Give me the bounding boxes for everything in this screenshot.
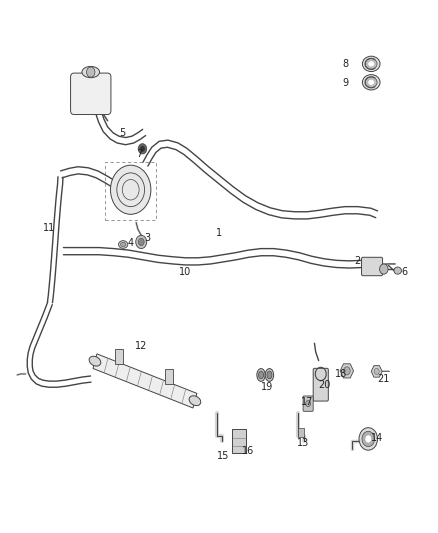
Ellipse shape [365, 59, 377, 69]
Text: 5: 5 [119, 128, 125, 139]
Circle shape [136, 235, 147, 248]
Circle shape [306, 401, 311, 407]
Ellipse shape [82, 67, 99, 78]
Circle shape [343, 367, 350, 375]
Ellipse shape [368, 61, 374, 67]
Text: 11: 11 [42, 223, 55, 233]
FancyBboxPatch shape [115, 349, 123, 364]
Ellipse shape [267, 371, 272, 379]
Text: 7: 7 [136, 149, 142, 159]
Text: 17: 17 [301, 397, 314, 407]
Text: 20: 20 [318, 380, 330, 390]
Bar [298, 428, 304, 438]
Text: 16: 16 [241, 446, 254, 456]
Text: 14: 14 [371, 433, 383, 443]
Circle shape [374, 368, 379, 375]
Ellipse shape [368, 79, 374, 85]
Ellipse shape [189, 396, 201, 406]
Text: 15: 15 [217, 451, 230, 461]
Ellipse shape [258, 371, 264, 379]
FancyBboxPatch shape [165, 368, 173, 384]
Text: 19: 19 [261, 382, 273, 392]
Text: 12: 12 [135, 341, 148, 351]
FancyBboxPatch shape [313, 368, 328, 401]
Ellipse shape [362, 75, 380, 90]
FancyBboxPatch shape [71, 73, 111, 115]
Circle shape [138, 144, 147, 154]
Text: 3: 3 [145, 233, 151, 244]
Text: 1: 1 [216, 228, 222, 238]
Ellipse shape [265, 369, 274, 382]
Circle shape [359, 427, 378, 450]
Circle shape [362, 431, 374, 447]
Ellipse shape [119, 241, 128, 248]
FancyBboxPatch shape [361, 257, 382, 276]
Polygon shape [93, 354, 197, 408]
Text: 9: 9 [342, 78, 348, 88]
Ellipse shape [120, 243, 126, 247]
Ellipse shape [257, 369, 265, 382]
Text: 10: 10 [179, 266, 191, 277]
Circle shape [365, 435, 371, 443]
Circle shape [380, 264, 388, 274]
FancyBboxPatch shape [303, 396, 313, 411]
Circle shape [138, 238, 144, 246]
Text: 4: 4 [127, 238, 134, 248]
FancyBboxPatch shape [233, 429, 246, 453]
Text: 6: 6 [401, 266, 407, 277]
Circle shape [110, 165, 151, 214]
Ellipse shape [362, 56, 380, 71]
Text: 8: 8 [342, 59, 348, 69]
Ellipse shape [89, 356, 101, 366]
Ellipse shape [394, 267, 402, 274]
Ellipse shape [365, 77, 377, 87]
Circle shape [140, 146, 145, 151]
Text: 13: 13 [297, 438, 309, 448]
Circle shape [87, 67, 95, 77]
Text: 2: 2 [355, 256, 361, 266]
Text: 21: 21 [377, 374, 389, 384]
Text: 18: 18 [335, 369, 347, 379]
